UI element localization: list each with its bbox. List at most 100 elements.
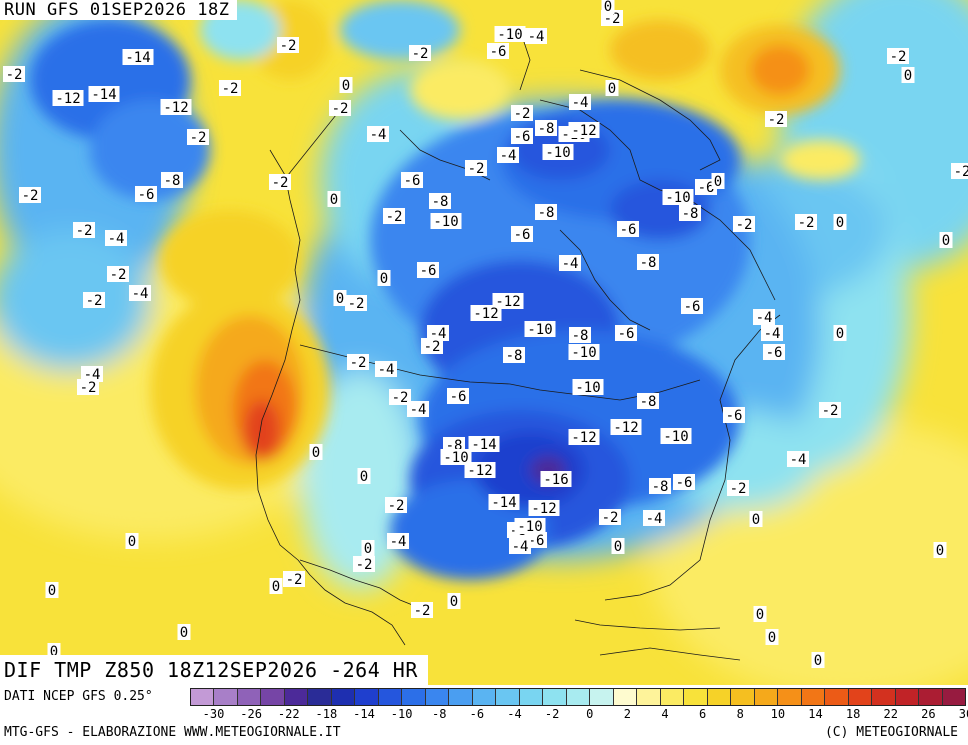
contour-value-label: -2	[795, 214, 817, 231]
contour-value-text: 0	[756, 607, 764, 623]
contour-value-label: 0	[833, 214, 847, 231]
contour-value-text: -10	[497, 27, 522, 43]
colorbar-tick-label: 22	[883, 707, 898, 721]
colorbar-swatch	[472, 689, 497, 705]
contour-value-label: -12	[52, 90, 84, 107]
contour-value-label: 0	[45, 582, 59, 599]
colorbar-tick-label: -4	[507, 707, 522, 721]
colorbar-swatch	[872, 689, 896, 705]
contour-value-label: -6	[487, 43, 509, 60]
contour-value-text: 0	[272, 579, 280, 595]
contour-value-text: -6	[620, 222, 637, 238]
contour-value-text: -6	[766, 345, 783, 361]
contour-value-text: 0	[312, 445, 320, 461]
contour-value-text: -2	[348, 296, 365, 312]
contour-value-text: -12	[473, 306, 498, 322]
colorbar-tick-label: -30	[202, 707, 225, 721]
colorbar-swatch	[308, 689, 332, 705]
colorbar-tick-label: -10	[390, 707, 413, 721]
contour-value-label: -4	[753, 309, 775, 326]
colorbar-tick-label: 6	[699, 707, 707, 721]
contour-value-text: -2	[76, 223, 93, 239]
contour-value-text: -12	[55, 91, 80, 107]
colorbar-swatch	[919, 689, 943, 705]
colorbar-swatch	[590, 689, 614, 705]
contour-value-label: -2	[733, 216, 755, 233]
contour-value-label: -2	[187, 129, 209, 146]
contour-value-text: -10	[575, 380, 600, 396]
contour-value-text: -2	[424, 339, 441, 355]
contour-value-label: 0	[605, 80, 619, 97]
contour-value-text: 0	[614, 539, 622, 555]
contour-value-label: -2	[465, 160, 487, 177]
contour-value-label: 0	[611, 538, 625, 555]
colorbar-tick-label: 18	[845, 707, 861, 721]
contour-value-text: -2	[388, 498, 405, 514]
contour-value-text: -8	[682, 206, 699, 222]
contour-value-label: -10	[542, 144, 574, 161]
colorbar-swatch	[801, 689, 826, 705]
colorbar-swatch	[191, 689, 215, 705]
contour-value-text: -14	[125, 50, 150, 66]
contour-value-label: -4	[105, 230, 127, 247]
contour-value-label: 0	[309, 444, 323, 461]
credit-right: (C) METEOGIORNALE	[824, 725, 958, 740]
contour-value-label: -6	[511, 128, 533, 145]
contour-value-label: 0	[339, 77, 353, 94]
contour-value-label: -6	[417, 262, 439, 279]
contour-value-text: -12	[571, 430, 596, 446]
contour-value-label: -6	[723, 407, 745, 424]
contour-value-text: -8	[572, 328, 589, 344]
colorbar-tick-label: -6	[469, 707, 485, 721]
contour-value-text: -2	[222, 81, 239, 97]
contour-value-label: -4	[497, 147, 519, 164]
colorbar-tick-label: 2	[623, 707, 631, 721]
contour-value-label: -10	[660, 428, 692, 445]
contour-value-label: -4	[525, 28, 547, 45]
contour-value-label: -12	[568, 429, 600, 446]
contour-value-label: -16	[540, 471, 572, 488]
contour-value-label: 0	[933, 542, 947, 559]
contour-value-text: -2	[86, 293, 103, 309]
contour-value-text: -14	[491, 495, 516, 511]
contour-value-text: 0	[608, 81, 616, 97]
contour-value-label: -2	[19, 187, 41, 204]
contour-value-label: -2	[511, 105, 533, 122]
contour-value-text: -2	[356, 557, 373, 573]
contour-value-label: -8	[503, 347, 525, 364]
contour-value-text: -4	[756, 310, 773, 326]
contour-value-label: -6	[617, 221, 639, 238]
colorbar-swatch	[637, 689, 661, 705]
contour-value-label: 0	[811, 652, 825, 669]
contour-value-text: -4	[410, 402, 427, 418]
contour-value-text: -6	[514, 129, 531, 145]
contour-value-label: 0	[447, 593, 461, 610]
contour-value-label: -10	[572, 379, 604, 396]
contour-value-label: -2	[887, 48, 909, 65]
contour-value-label: -12	[610, 419, 642, 436]
contour-value-text: -2	[468, 161, 485, 177]
contour-value-label: -8	[637, 254, 659, 271]
contour-value-label: -6	[511, 226, 533, 243]
contour-value-text: -8	[164, 173, 181, 189]
contour-value-label: -8	[535, 204, 557, 221]
colorbar-swatch	[214, 689, 238, 705]
contour-value-text: 0	[714, 174, 722, 190]
contour-value-label: -12	[464, 462, 496, 479]
contour-value-text: -6	[138, 187, 155, 203]
contour-value-label: -12	[528, 500, 560, 517]
colorbar-swatch	[284, 689, 309, 705]
colorbar-swatch	[684, 689, 708, 705]
contour-value-text: 0	[768, 630, 776, 646]
contour-value-text: -6	[420, 263, 437, 279]
contour-value-label: -10	[514, 518, 546, 535]
colorbar-tick-label: 0	[586, 707, 594, 721]
contour-value-label: 0	[177, 624, 191, 641]
contour-value-text: -8	[640, 394, 657, 410]
contour-value-text: -12	[613, 420, 638, 436]
contour-value-label: 0	[377, 270, 391, 287]
contour-value-text: -6	[698, 180, 715, 196]
variable-title: DIF TMP Z850 18Z12SEP2026 -264 HR	[0, 655, 428, 685]
contour-value-label: -10	[568, 344, 600, 361]
